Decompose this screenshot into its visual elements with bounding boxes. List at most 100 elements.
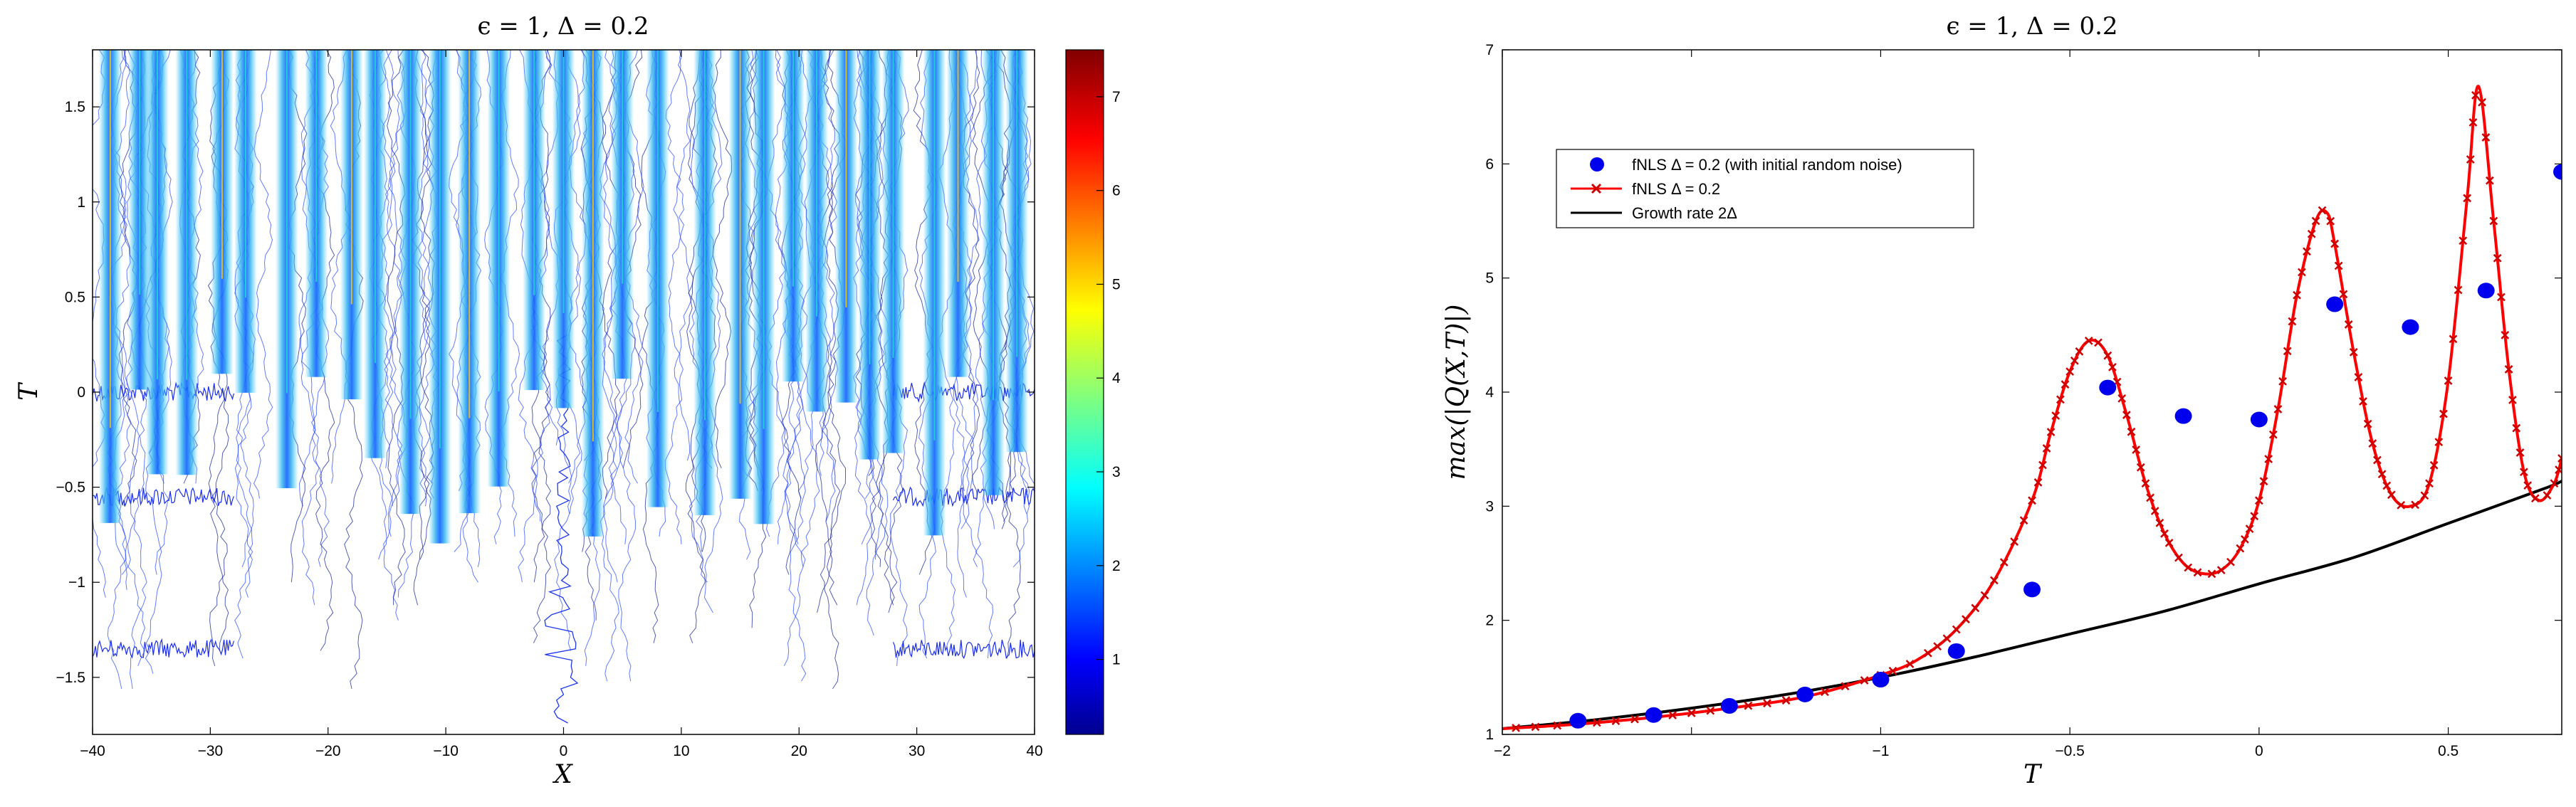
fnls-x-marker [2493, 253, 2502, 263]
legend-dot-marker [1590, 157, 1604, 172]
colorbar-tick-label: 1 [1112, 652, 1121, 668]
fnls-x-marker [2339, 290, 2348, 299]
fnls-x-marker [2382, 481, 2392, 490]
line-y-tick-label: 3 [1485, 498, 1494, 515]
noise-data-point [2326, 296, 2344, 312]
colorbar-tick-label: 7 [1112, 89, 1121, 105]
fnls-x-marker [2122, 411, 2131, 419]
fnls-x-marker [2164, 539, 2174, 547]
fnls-x-marker [2486, 176, 2494, 185]
fnls-x-marker [2439, 409, 2448, 418]
fnls-x-marker [2497, 292, 2506, 302]
legend-item-fnls: fNLS Δ = 0.2 [1571, 180, 1720, 198]
contour-y-tick-label: −1.5 [56, 670, 85, 686]
line-x-tick-label: 0 [2255, 743, 2263, 759]
fnls-x-marker [2557, 454, 2562, 463]
contour-y-axis-label: T [14, 381, 43, 401]
fnls-x-marker [2373, 455, 2382, 465]
fnls-x-marker [2471, 91, 2480, 100]
contour-y-tick-label: 1.5 [65, 99, 85, 115]
fnls-x-marker [1763, 699, 1771, 708]
line-y-tick-label: 5 [1485, 270, 1494, 287]
fnls-x-marker [2420, 491, 2429, 500]
noise-data-point [2477, 283, 2495, 299]
contour-plot-area [93, 50, 1035, 724]
contour-y-tick-label: 1 [77, 194, 85, 211]
fnls-x-marker [2070, 356, 2079, 365]
fnls-x-marker [1980, 591, 1989, 600]
colorbar-tick-label: 3 [1112, 464, 1121, 480]
contour-x-tick-label: 20 [791, 743, 807, 759]
fnls-x-marker [2103, 351, 2112, 360]
contour-x-tick-label: −10 [433, 743, 459, 759]
fnls-x-marker [2466, 155, 2475, 164]
noise-data-point [2023, 581, 2041, 598]
contour-x-ticks: −40 −30 −20 −10 0 10 20 30 40 [80, 50, 1043, 759]
fnls-x-marker [2259, 477, 2268, 486]
fnls-x-marker [2061, 380, 2070, 389]
background-contour [383, 50, 403, 621]
fnls-x-marker [1668, 711, 1677, 719]
fnls-x-marker [1999, 558, 2009, 567]
background-contour [765, 50, 786, 537]
contour-y-tick-label: 0.5 [65, 289, 85, 305]
contour-x-tick-label: 30 [909, 743, 925, 759]
colorbar-tick-label: 2 [1112, 558, 1121, 574]
fnls-x-marker [1942, 634, 1952, 643]
legend: fNLS Δ = 0.2 (with initial random noise)… [1556, 149, 1974, 228]
fnls-x-marker [2033, 478, 2043, 487]
noise-band-contour [892, 486, 1035, 507]
contour-y-ticks: −1.5 −1 −0.5 0 0.5 1 1.5 [56, 99, 1035, 686]
background-contour [330, 50, 350, 484]
contour-x-tick-label: −30 [198, 743, 224, 759]
fnls-x-marker [1821, 687, 1829, 697]
contour-y-tick-label: 0 [77, 384, 85, 401]
noise-data-point [1796, 686, 1814, 702]
fnls-x-marker [2288, 317, 2297, 326]
fnls-x-marker [2459, 236, 2468, 246]
fnls-x-marker [2254, 496, 2263, 505]
fnls-x-marker [2429, 460, 2439, 470]
background-contour [531, 50, 551, 583]
fnls-x-marker [2354, 373, 2363, 381]
fnls-x-marker [2042, 444, 2051, 453]
line-x-tick-label: −2 [1494, 743, 1511, 759]
fnls-x-marker [1592, 718, 1601, 727]
fnls-x-marker [2075, 347, 2084, 356]
fnls-x-marker [2141, 479, 2150, 488]
fnls-x-marker [2056, 395, 2065, 404]
colorbar-tick-label: 4 [1112, 370, 1121, 386]
fnls-x-marker [2359, 397, 2367, 406]
background-contour [816, 50, 836, 522]
fnls-x-marker [2523, 481, 2533, 490]
line-chart-title: ϵ = 1, Δ = 0.2 [1946, 12, 2117, 41]
fnls-x-marker [1706, 706, 1715, 715]
fnls-x-marker [2094, 338, 2103, 347]
fnls-x-marker [2127, 427, 2136, 436]
fnls-x-marker [2387, 490, 2396, 500]
contour-x-axis-label: X [552, 760, 573, 789]
colorbar-frame [1065, 49, 1104, 735]
fnls-x-marker [2334, 261, 2343, 270]
fnls-x-marker [2434, 438, 2444, 447]
fnls-x-marker [2330, 239, 2340, 248]
fnls-x-marker [2108, 362, 2117, 371]
colorbar-tick-label: 5 [1112, 276, 1121, 292]
fnls-x-marker [1531, 722, 1540, 732]
fnls-x-marker [1952, 625, 1961, 634]
legend-box [1556, 149, 1974, 228]
fnls-x-marker [2411, 500, 2419, 510]
fnls-x-marker [1781, 696, 1791, 705]
contour-x-tick-label: −40 [80, 743, 105, 759]
line-x-tick-label: −1 [1872, 743, 1889, 759]
fnls-x-marker [2489, 216, 2498, 226]
line-y-axis-label: max(|Q(X,T)|) [1442, 305, 1471, 480]
colorbar-tick-label: 6 [1112, 183, 1121, 199]
fnls-x-marker [2245, 524, 2254, 533]
background-contour [599, 50, 619, 682]
contour-x-tick-label: 10 [673, 743, 689, 759]
line-plot-area [1502, 85, 2562, 732]
fnls-x-marker [2397, 500, 2406, 510]
fnls-x-marker [2184, 563, 2193, 572]
fnls-x-marker [2478, 97, 2486, 107]
